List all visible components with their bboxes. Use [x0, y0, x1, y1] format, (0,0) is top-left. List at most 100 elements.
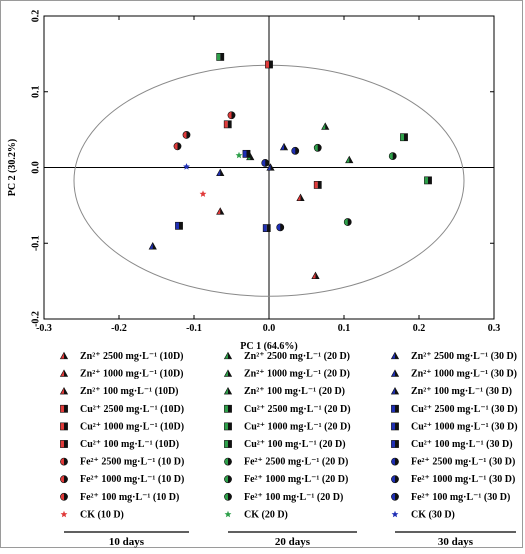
- y-tick-label: -0.1: [31, 235, 42, 251]
- data-point-square: [242, 149, 251, 158]
- data-point-square: [262, 224, 271, 232]
- x-axis-label: PC 1 (64.6%): [240, 341, 298, 352]
- plot-area: -0.3 -0.2 -0.1 0.0 0.1 0.2 0.30.20.10.0-0.1-0.…: [7, 10, 500, 352]
- legend-label: Cu²⁺ 1000 mg·L⁻¹ (10D): [80, 421, 184, 432]
- legend-symbol-square: [391, 440, 399, 448]
- legend-label: Fe²⁺ 100 mg·L⁻¹ (30 D): [411, 492, 510, 503]
- data-point-square: [313, 181, 322, 189]
- x-tick-label: 0.0: [263, 323, 276, 334]
- legend-label: Zn²⁺ 1000 mg·L⁻¹ (10D): [80, 369, 184, 380]
- legend-label: Fe²⁺ 2500 mg·L⁻¹ (10 D): [80, 457, 184, 468]
- legend-symbol-circle: [224, 492, 232, 501]
- data-point-triangle: [216, 168, 225, 176]
- legend-symbol-triangle: [59, 369, 69, 377]
- y-tick-label: 0.1: [31, 86, 42, 99]
- legend-label: Cu²⁺ 2500 mg·L⁻¹ (30 D): [411, 404, 518, 415]
- data-point-circle: [261, 159, 270, 167]
- legend-symbol-star: [60, 510, 68, 518]
- data-point-triangle: [279, 142, 289, 151]
- legend-symbol-star: [224, 510, 232, 518]
- legend-symbol-circle: [224, 457, 232, 466]
- x-tick-label: -0.2: [111, 323, 127, 334]
- data-point-triangle: [148, 242, 157, 250]
- data-point-triangle: [216, 207, 225, 215]
- legend-symbol-circle: [391, 457, 399, 466]
- y-tick-label: -0.2: [31, 311, 42, 327]
- legend-label: Zn²⁺ 2500 mg·L⁻¹ (20 D): [244, 351, 350, 362]
- data-point-circle: [227, 111, 236, 120]
- legend-symbol-square: [60, 422, 68, 431]
- legend-label: Fe²⁺ 100 mg·L⁻¹ (10 D): [80, 492, 179, 503]
- legend-label: Cu²⁺ 100 mg·L⁻¹ (30 D): [411, 439, 513, 450]
- legend-symbol-circle: [391, 475, 399, 484]
- legend-label: CK (20 D): [244, 509, 288, 520]
- legend-symbol-triangle: [59, 386, 69, 395]
- legend-symbol-square: [224, 422, 232, 431]
- legend-label: Cu²⁺ 1000 mg·L⁻¹ (20 D): [244, 421, 351, 432]
- data-point-circle: [182, 131, 191, 139]
- data-point-circle: [291, 146, 300, 155]
- legend-label: Fe²⁺ 2500 mg·L⁻¹ (30 D): [411, 457, 515, 468]
- legend-label: Cu²⁺ 2500 mg·L⁻¹ (10D): [80, 404, 184, 415]
- legend-label: Fe²⁺ 100 mg·L⁻¹ (20 D): [244, 492, 343, 503]
- group-label: 10 days: [109, 536, 145, 548]
- legend-label: Cu²⁺ 1000 mg·L⁻¹ (30 D): [411, 421, 518, 432]
- legend-symbol-triangle: [223, 351, 233, 360]
- legend-symbol-square: [391, 404, 399, 413]
- legend-symbol-square: [224, 404, 232, 413]
- data-point-circle: [388, 152, 397, 161]
- data-point-square: [400, 133, 408, 142]
- group-label: 20 days: [275, 536, 311, 548]
- legend-label: Fe²⁺ 1000 mg·L⁻¹ (10 D): [80, 474, 184, 485]
- legend-label: Fe²⁺ 1000 mg·L⁻¹ (30 D): [411, 474, 515, 485]
- data-point-triangle: [296, 193, 305, 201]
- legend-label: Fe²⁺ 1000 mg·L⁻¹ (20 D): [244, 474, 348, 485]
- legend-label: CK (30 D): [411, 509, 455, 520]
- y-tick-label: 0.0: [31, 161, 42, 174]
- legend-label: Zn²⁺ 100 mg·L⁻¹ (10D): [80, 386, 179, 397]
- legend-symbol-square: [391, 422, 399, 431]
- data-point-square: [175, 221, 183, 230]
- data-point-star: [235, 151, 243, 159]
- data-point-triangle: [311, 271, 320, 280]
- data-point-square: [223, 120, 232, 129]
- x-tick-label: 0.2: [413, 323, 426, 334]
- legend-label: Zn²⁺ 1000 mg·L⁻¹ (30 D): [411, 369, 517, 380]
- legend-label: Zn²⁺ 100 mg·L⁻¹ (30 D): [411, 386, 512, 397]
- data-point-square: [424, 176, 432, 185]
- legend-symbol-circle: [60, 492, 68, 501]
- data-point-circle: [173, 142, 182, 151]
- legend-symbol-triangle: [223, 386, 233, 395]
- legend-symbol-triangle: [390, 351, 400, 360]
- legend-label: Zn²⁺ 1000 mg·L⁻¹ (20 D): [244, 369, 350, 380]
- legend-symbol-triangle: [59, 351, 69, 360]
- legend-symbol-square: [60, 404, 68, 413]
- x-tick-label: 0.1: [338, 323, 351, 334]
- data-point-circle: [343, 218, 352, 226]
- legend-label: Zn²⁺ 2500 mg·L⁻¹ (30 D): [411, 351, 517, 362]
- legend-label: Cu²⁺ 2500 mg·L⁻¹ (20 D): [244, 404, 351, 415]
- x-tick-label: -0.3: [36, 323, 52, 334]
- legend-symbol-star: [391, 510, 399, 518]
- data-point-triangle: [345, 155, 354, 164]
- data-point-circle: [313, 143, 322, 152]
- data-point-square: [216, 53, 225, 61]
- legend-symbol-square: [224, 440, 232, 448]
- legend-symbol-circle: [224, 475, 232, 484]
- data-point-star: [199, 190, 207, 197]
- group-label: 30 days: [438, 536, 474, 548]
- legend-label: Zn²⁺ 2500 mg·L⁻¹ (10D): [80, 351, 184, 362]
- data-point-triangle: [266, 163, 275, 171]
- legend-label: Cu²⁺ 100 mg·L⁻¹ (10D): [80, 439, 179, 450]
- legend-symbol-triangle: [390, 369, 400, 377]
- data-point-triangle: [321, 122, 330, 130]
- y-tick-label: 0.2: [31, 10, 42, 23]
- y-axis-label: PC 2 (30.2%): [7, 139, 18, 197]
- legend-label: Fe²⁺ 2500 mg·L⁻¹ (20 D): [244, 457, 348, 468]
- legend-label: CK (10 D): [80, 509, 124, 520]
- legend-symbol-triangle: [223, 369, 233, 377]
- legend-label: Cu²⁺ 100 mg·L⁻¹ (20 D): [244, 439, 346, 450]
- legend-symbol-triangle: [390, 386, 400, 395]
